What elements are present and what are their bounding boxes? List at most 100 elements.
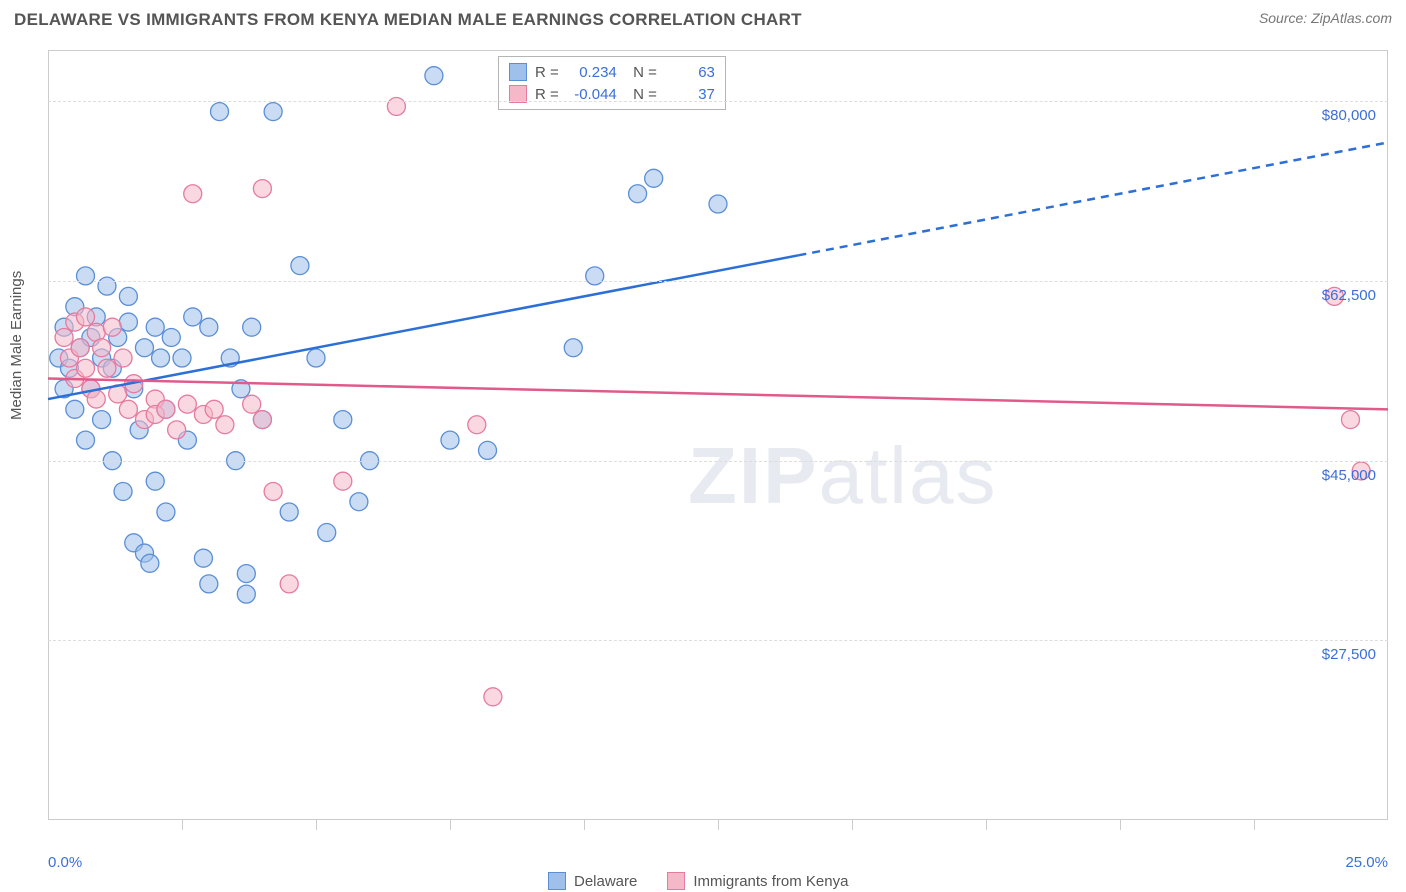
data-point [253,411,271,429]
source-attribution: Source: ZipAtlas.com [1259,10,1392,26]
x-tick [450,820,451,830]
data-point [280,575,298,593]
data-point [55,328,73,346]
x-tick [986,820,987,830]
data-point [114,482,132,500]
data-point [586,267,604,285]
data-point [119,400,137,418]
r-value-delaware: 0.234 [567,64,617,81]
gridline [48,281,1388,282]
x-tick [1120,820,1121,830]
data-point [184,308,202,326]
data-point [103,318,121,336]
data-point [119,313,137,331]
data-point [93,339,111,357]
data-point [66,400,84,418]
data-point [114,349,132,367]
data-point [216,416,234,434]
data-point [629,185,647,203]
n-value-kenya: 37 [665,86,715,103]
data-point [173,349,191,367]
data-point [237,565,255,583]
data-point [280,503,298,521]
data-point [387,97,405,115]
data-point [205,400,223,418]
series-legend: Delaware Immigrants from Kenya [548,872,848,890]
data-point [291,257,309,275]
gridline [48,461,1388,462]
data-point [307,349,325,367]
trend-line-extrapolated [798,142,1388,255]
data-point [135,339,153,357]
data-point [645,169,663,187]
data-point [425,67,443,85]
x-label-left: 0.0% [48,854,82,871]
n-label: N = [625,64,657,81]
y-axis-label: Median Male Earnings [8,271,25,420]
data-point [211,103,229,121]
legend-item-delaware: Delaware [548,872,637,890]
data-point [200,318,218,336]
data-point [71,339,89,357]
plot-svg [48,50,1388,820]
x-tick [316,820,317,830]
data-point [237,585,255,603]
data-point [157,400,175,418]
legend-item-kenya: Immigrants from Kenya [667,872,848,890]
data-point [264,103,282,121]
legend-row-delaware: R = 0.234 N = 63 [509,61,715,83]
chart-title: DELAWARE VS IMMIGRANTS FROM KENYA MEDIAN… [14,10,802,30]
data-point [119,287,137,305]
n-value-delaware: 63 [665,64,715,81]
legend-label-delaware: Delaware [574,873,637,890]
data-point [141,554,159,572]
gridline [48,640,1388,641]
data-point [334,411,352,429]
plot-area: ZIPatlas R = 0.234 N = 63 R = -0.044 N =… [48,50,1388,820]
r-label: R = [535,64,559,81]
data-point [93,411,111,429]
data-point [152,349,170,367]
data-point [146,318,164,336]
data-point [77,359,95,377]
legend-label-kenya: Immigrants from Kenya [693,873,848,890]
swatch-delaware-bottom [548,872,566,890]
x-tick [584,820,585,830]
data-point [484,688,502,706]
data-point [1341,411,1359,429]
y-tick-label: $62,500 [1322,287,1376,304]
data-point [334,472,352,490]
data-point [243,318,261,336]
data-point [146,472,164,490]
n-label: N = [625,86,657,103]
data-point [162,328,180,346]
x-label-right: 25.0% [1345,854,1388,871]
swatch-delaware [509,63,527,81]
r-value-kenya: -0.044 [567,86,617,103]
x-tick [852,820,853,830]
swatch-kenya-bottom [667,872,685,890]
data-point [243,395,261,413]
y-tick-label: $27,500 [1322,646,1376,663]
data-point [264,482,282,500]
data-point [253,180,271,198]
data-point [178,395,196,413]
data-point [87,390,105,408]
y-tick-label: $45,000 [1322,467,1376,484]
data-point [157,503,175,521]
data-point [168,421,186,439]
x-tick [1254,820,1255,830]
data-point [350,493,368,511]
data-point [564,339,582,357]
data-point [77,308,95,326]
x-tick [718,820,719,830]
data-point [194,549,212,567]
x-tick [182,820,183,830]
y-tick-label: $80,000 [1322,107,1376,124]
gridline [48,101,1388,102]
data-point [709,195,727,213]
data-point [184,185,202,203]
data-point [200,575,218,593]
data-point [77,267,95,285]
data-point [441,431,459,449]
